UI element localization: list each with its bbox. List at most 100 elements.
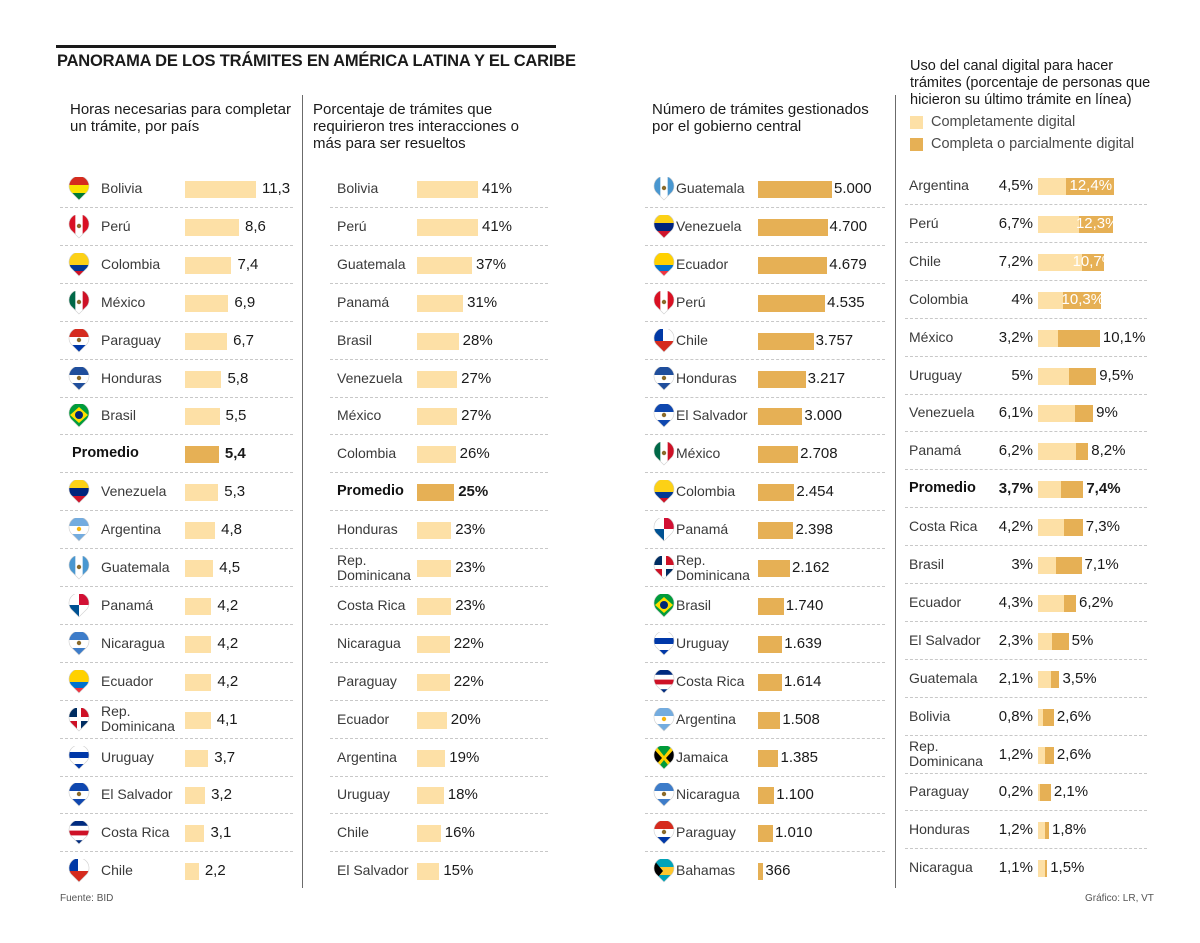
row-label: Costa Rica: [909, 518, 978, 535]
table-row: Rep. Dominicana 1,2% 2,6%: [905, 736, 1147, 774]
bar-costa-rica: [185, 825, 205, 843]
row-label: Costa Rica: [337, 596, 406, 613]
bar-mexico: [758, 446, 799, 464]
row-separator: [60, 472, 293, 474]
row-label: Chile: [337, 824, 369, 841]
row-separator: [645, 586, 885, 587]
bar-promedio: [417, 484, 455, 502]
row-label: El Salvador: [909, 631, 981, 648]
row-separator: [330, 661, 548, 663]
value-label: 1.508: [782, 710, 820, 728]
bar-chile: [758, 332, 814, 350]
row-separator: [330, 510, 548, 512]
value-label: 27%: [461, 369, 492, 387]
value-label: 1.740: [785, 596, 824, 614]
bar-promedio: [185, 446, 219, 464]
row-label: Rep. Dominicana: [909, 736, 983, 773]
row-separator: [60, 320, 293, 322]
row-separator: [645, 396, 885, 398]
full-bar-peru: [1038, 215, 1080, 233]
bar-argentina: [758, 711, 781, 729]
partial-digital-value: 9,5%: [1099, 366, 1134, 384]
partial-digital-value: 2,6%: [1056, 745, 1092, 763]
value-label: 20%: [450, 710, 481, 728]
value-label: 4,5: [219, 559, 241, 576]
row-label: Bolivia: [909, 707, 951, 724]
value-label: 2.162: [791, 559, 830, 576]
row-separator: [330, 623, 548, 625]
full-digital-value: 1,2%: [998, 821, 1033, 839]
partial-digital-value: 9%: [1096, 404, 1118, 422]
value-label: 5,3: [224, 483, 246, 501]
table-row: Rep. Dominicana 4,1: [60, 701, 293, 739]
bar-colombia: [758, 484, 795, 502]
partial-digital-value: 7,1%: [1084, 556, 1119, 573]
row-label: Promedio: [72, 445, 139, 462]
row-label: Guatemala: [909, 669, 978, 686]
partial-digital-value: 5%: [1071, 631, 1094, 649]
row-label: Panamá: [337, 293, 390, 310]
value-label: 4,2: [217, 596, 239, 614]
row-label: Uruguay: [676, 634, 729, 651]
row-separator: [905, 583, 1147, 584]
table-row: Brasil 3% 7,1%: [905, 546, 1147, 584]
row-label: Perú: [337, 217, 367, 234]
row-separator: [905, 545, 1147, 547]
value-label: 23%: [455, 559, 486, 576]
row-separator: [645, 548, 885, 550]
value-label: 4,1: [216, 710, 238, 728]
legend-swatch-full: [910, 115, 923, 129]
row-label-line: Rep.: [909, 738, 939, 754]
row-label: Honduras: [676, 369, 737, 386]
table-row: Honduras 23%: [330, 511, 548, 550]
value-label: 5,8: [227, 369, 249, 387]
row-label: Brasil: [909, 556, 945, 572]
row-separator: [645, 320, 885, 322]
row-separator: [330, 586, 548, 587]
row-label: Argentina: [676, 710, 736, 727]
repdominicana-flag-icon: [653, 556, 675, 580]
table-row: Ecuador 4.679: [645, 246, 885, 284]
bar-honduras: [417, 522, 452, 540]
average-row: Promedio 3,7% 7,4%: [905, 470, 1147, 509]
row-label: Paraguay: [676, 824, 736, 841]
row-label: Rep. Dominicana: [101, 701, 175, 738]
bar-el-salvador: [758, 408, 803, 426]
value-label: 3,7: [214, 748, 236, 766]
table-row: Brasil 1.740: [645, 587, 885, 625]
full-bar-uruguay: [1038, 367, 1069, 385]
table-row: Paraguay 6,7: [60, 322, 293, 360]
bar-el-salvador: [417, 863, 440, 881]
value-label: 27%: [461, 407, 492, 425]
honduras-flag-icon: [653, 366, 675, 390]
credit-note: Gráfico: LR, VT: [1085, 893, 1154, 904]
partial-digital-value: 10,7%: [1072, 252, 1116, 270]
table-row: El Salvador 2,3% 5%: [905, 622, 1147, 660]
row-separator: [60, 358, 293, 360]
row-label: Costa Rica: [676, 672, 745, 689]
value-label: 4.535: [827, 293, 865, 311]
brasil-flag-icon: [68, 404, 90, 428]
table-row: Argentina 4,8: [60, 511, 293, 550]
bar-nicaragua: [417, 635, 450, 653]
table-row: Costa Rica 4,2% 7,3%: [905, 508, 1147, 547]
full-bar-argentina: [1038, 178, 1066, 195]
full-bar-paraguay: [1038, 784, 1040, 802]
panel-title-hours: Horas necesarias para completar un trámi…: [70, 101, 291, 135]
full-digital-value: 6,7%: [998, 214, 1033, 232]
row-label: Guatemala: [101, 559, 170, 575]
table-row: Guatemala 4,5: [60, 549, 293, 587]
full-digital-value: 3,7%: [998, 480, 1033, 498]
row-separator: [60, 282, 293, 284]
divider-2: [895, 95, 896, 888]
elsalvador-flag-icon: [653, 404, 675, 428]
bar-rep-dominicana: [417, 560, 452, 577]
row-label: Brasil: [337, 331, 373, 348]
row-separator: [330, 775, 548, 777]
row-separator: [905, 507, 1147, 509]
full-digital-value: 7,2%: [998, 252, 1033, 270]
legend-swatch-partial: [910, 137, 923, 151]
row-separator: [645, 851, 885, 853]
main-title: PANORAMA DE LOS TRÁMITES EN AMÉRICA LATI…: [57, 52, 576, 70]
guatemala-flag-icon: [653, 177, 675, 201]
